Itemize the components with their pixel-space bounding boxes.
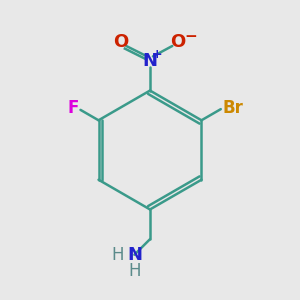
Text: O: O — [171, 32, 186, 50]
Text: −: − — [184, 29, 197, 44]
Text: Br: Br — [222, 99, 243, 117]
Text: H: H — [128, 262, 141, 280]
Text: N: N — [127, 246, 142, 264]
Text: N: N — [142, 52, 158, 70]
Text: O: O — [113, 32, 128, 50]
Text: +: + — [152, 48, 163, 61]
Text: F: F — [68, 99, 79, 117]
Text: H: H — [112, 246, 124, 264]
